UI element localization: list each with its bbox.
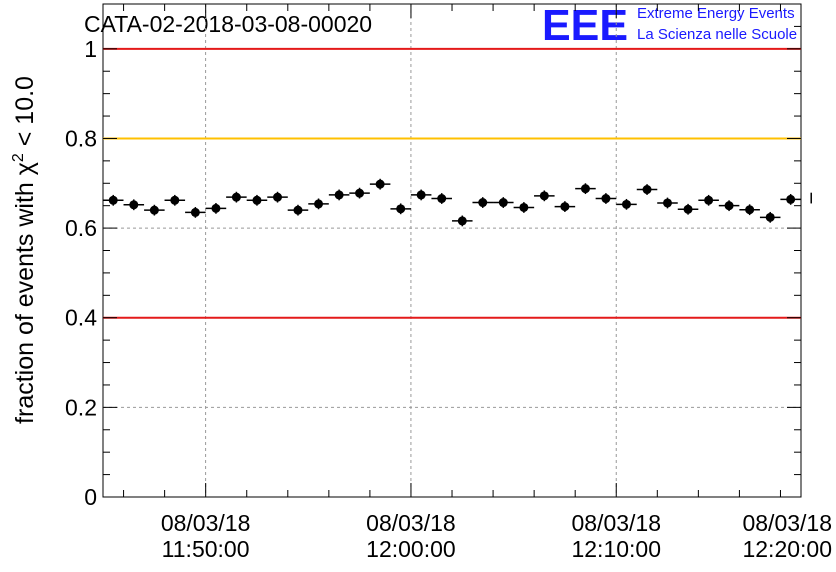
x-tick-label-time: 12:00:00 xyxy=(366,536,456,562)
data-point xyxy=(745,205,755,215)
data-point xyxy=(314,199,324,209)
y-tick-label: 1 xyxy=(84,36,97,62)
data-point xyxy=(170,195,180,205)
data-point xyxy=(560,202,570,212)
data-point xyxy=(580,184,590,194)
data-point xyxy=(190,207,200,217)
y-axis-label-suffix: < 10.0 xyxy=(11,76,39,153)
plot-area: 00.20.40.60.8108/03/1811:50:0008/03/1812… xyxy=(65,3,832,562)
data-point xyxy=(334,190,344,200)
data-point xyxy=(765,212,775,222)
data-point xyxy=(211,203,221,213)
data-point xyxy=(375,179,385,189)
run-title: CATA-02-2018-03-08-00020 xyxy=(84,11,372,37)
data-point xyxy=(293,205,303,215)
data-point xyxy=(498,198,508,208)
x-tick-label-date: 08/03/18 xyxy=(366,510,456,536)
data-point xyxy=(724,201,734,211)
x-tick-label-time: 11:50:00 xyxy=(162,536,250,562)
plot-frame xyxy=(102,3,802,498)
data-point xyxy=(642,185,652,195)
x-tick-label-date: 08/03/18 xyxy=(571,510,661,536)
data-point xyxy=(231,192,241,202)
data-point xyxy=(683,204,693,214)
data-point xyxy=(129,200,139,210)
x-tick-label-date: 08/03/18 xyxy=(742,510,832,536)
x-tick-label-time: 12:20:00 xyxy=(742,536,832,562)
data-point xyxy=(437,194,447,204)
y-axis-label-sup: 2 xyxy=(10,153,27,162)
y-tick-label: 0 xyxy=(84,484,97,510)
x-tick-label-date: 08/03/18 xyxy=(161,510,251,536)
data-point xyxy=(539,191,549,201)
data-point xyxy=(273,192,283,202)
y-tick-label: 0.4 xyxy=(65,305,97,331)
data-point xyxy=(396,204,406,214)
data-point xyxy=(252,195,262,205)
data-point xyxy=(355,188,365,198)
data-point xyxy=(601,194,611,204)
data-point xyxy=(662,198,672,208)
x-tick-label-time: 12:10:00 xyxy=(571,536,661,562)
data-point xyxy=(621,199,631,209)
data-point xyxy=(149,205,159,215)
data-point xyxy=(704,195,714,205)
logo-line-2: La Scienza nelle Scuole xyxy=(637,26,797,43)
data-point xyxy=(108,195,118,205)
eee-logo: EEE xyxy=(542,1,628,50)
y-axis-label-prefix: fraction of events with xyxy=(11,175,39,424)
data-point xyxy=(457,216,467,226)
logo-line-1: Extreme Energy Events xyxy=(637,5,795,22)
y-tick-label: 0.8 xyxy=(65,125,97,151)
data-point xyxy=(416,190,426,200)
y-tick-label: 0.2 xyxy=(65,394,97,420)
data-point xyxy=(786,194,796,204)
y-tick-label: 0.6 xyxy=(65,215,97,241)
data-point xyxy=(519,202,529,212)
y-axis-label-symbol: χ xyxy=(11,162,39,175)
data-point xyxy=(478,198,488,208)
y-axis-label: fraction of events with χ2 < 10.0 xyxy=(10,76,39,424)
